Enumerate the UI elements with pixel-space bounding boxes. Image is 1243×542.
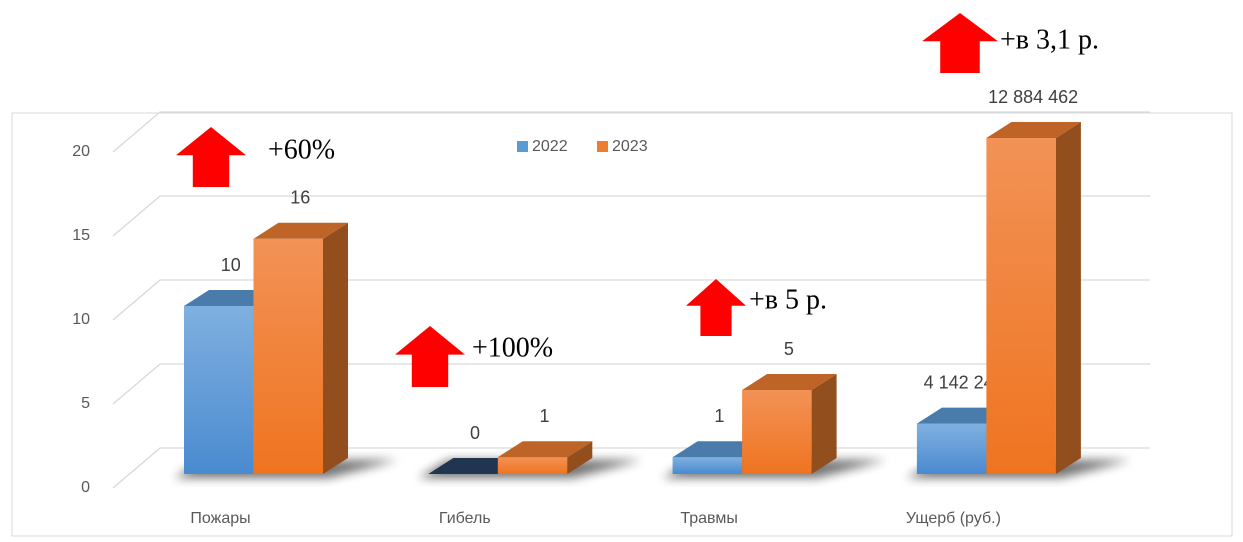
bar-front xyxy=(253,238,323,474)
legend: 2022 2023 xyxy=(517,138,648,155)
plot-frame xyxy=(11,112,1233,537)
legend-label: 2023 xyxy=(612,138,648,155)
data-label: 1 xyxy=(540,406,550,426)
bar-top xyxy=(253,222,348,239)
grid-line xyxy=(112,111,1150,153)
bar-side xyxy=(811,374,837,474)
bar-top xyxy=(742,374,837,390)
x-tick-label: Пожары xyxy=(190,510,250,527)
x-tick-label: Гибель xyxy=(439,510,491,527)
y-tick-label: 10 xyxy=(72,311,90,328)
arrow-up xyxy=(922,13,998,73)
bar-front xyxy=(672,457,743,474)
x-tick-label: Травмы xyxy=(680,510,738,527)
legend-label: 2022 xyxy=(532,138,568,155)
annotation: +в 3,1 р. xyxy=(1000,24,1099,55)
bar xyxy=(253,222,348,474)
bar-front xyxy=(742,390,812,474)
annotation: +100% xyxy=(472,332,553,363)
data-label: 16 xyxy=(290,188,310,208)
data-label: 0 xyxy=(470,423,480,443)
data-label: 5 xyxy=(784,339,794,359)
bar-front xyxy=(184,306,254,474)
legend-swatch xyxy=(517,141,528,152)
y-tick-label: 20 xyxy=(72,143,90,160)
bar-front xyxy=(497,457,568,474)
data-label: 12 884 462 xyxy=(988,87,1078,107)
bar xyxy=(497,441,593,474)
bar-side xyxy=(567,441,593,474)
annotation: +60% xyxy=(268,134,335,165)
legend-swatch xyxy=(597,141,608,152)
y-tick-label: 15 xyxy=(72,227,90,244)
arrow-up xyxy=(176,127,246,187)
data-label: 10 xyxy=(221,255,241,275)
bar-front xyxy=(916,423,987,474)
arrow-up xyxy=(395,326,465,387)
grid-line xyxy=(112,195,1150,237)
bar-side xyxy=(323,222,348,474)
grid-line xyxy=(112,363,1150,405)
arrow-up xyxy=(686,279,746,336)
grid-line xyxy=(112,279,1150,321)
bar-top xyxy=(986,122,1081,138)
bar-side xyxy=(1055,122,1081,474)
data-label: 1 xyxy=(714,406,724,426)
annotation: +в 5 р. xyxy=(749,284,827,315)
y-tick-label: 5 xyxy=(81,395,90,412)
y-tick-label: 0 xyxy=(81,479,90,496)
data-label: 4 142 243 xyxy=(924,372,1004,392)
bar-top xyxy=(497,441,593,458)
x-tick-label: Ущерб (руб.) xyxy=(906,510,1001,527)
bar-front xyxy=(986,138,1056,474)
bar xyxy=(742,374,837,474)
bar xyxy=(986,122,1081,474)
